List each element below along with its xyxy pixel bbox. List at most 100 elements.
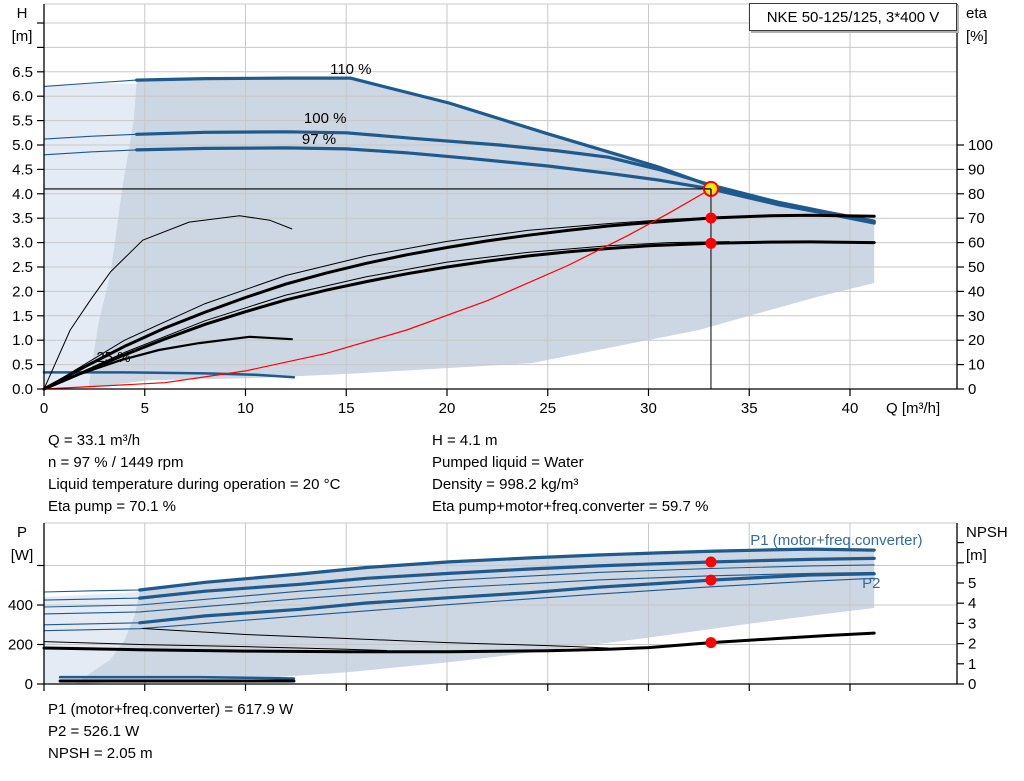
duty-text-right: H = 4.1 m Pumped liquid = Water Density … (432, 430, 708, 518)
pump-title: NKE 50-125/125, 3*400 V (766, 8, 940, 26)
left-tick-label: 200 (8, 637, 33, 654)
hq-curve-97 (135, 146, 876, 225)
eta-total-curve (42, 240, 876, 391)
p1-curve-97 (138, 556, 876, 600)
left-axis-title: P (17, 524, 27, 541)
x-tick-label: 25 (539, 400, 556, 417)
left-tick-label: 0.0 (12, 381, 33, 398)
right-axis-title: [m] (966, 547, 987, 564)
left-axis-title: H (17, 5, 28, 22)
p2-curve-97 (138, 572, 876, 625)
left-tick-label: 0.5 (12, 357, 33, 374)
left-tick-label: 2.0 (12, 283, 33, 300)
op-head-text: H = 4.1 m (432, 432, 498, 449)
label-25: 25 % (96, 349, 130, 366)
left-tick-label: 1.0 (12, 332, 33, 349)
p1-curve-110 (138, 547, 876, 592)
x-tick-label: 40 (842, 400, 859, 417)
label-100: 100 % (304, 110, 347, 127)
left-tick-label: 3.0 (12, 235, 33, 252)
left-tick-label: 400 (8, 597, 33, 614)
right-tick-label: 40 (968, 283, 985, 300)
right-axis-title: eta (966, 5, 988, 22)
op-flow-text: Q = 33.1 m³/h (48, 432, 141, 449)
hq-curve-25 (42, 371, 296, 379)
duty-point-dot (705, 637, 717, 649)
op-eta-total-text: Eta pump+motor+freq.converter = 59.7 % (432, 498, 709, 515)
eta-small-speed-thin (43, 215, 293, 390)
left-tick-label: 3.5 (12, 210, 33, 227)
power-npsh-chart: P1 (motor+freq.converter) P2 0 200 400 0 1 2 3 4 5… (8, 522, 1008, 693)
right-tick-label: 0 (968, 676, 976, 693)
right-tick-label: 50 (968, 259, 985, 276)
left-tick-label: 4.5 (12, 161, 33, 178)
x-tick-label: 30 (640, 400, 657, 417)
duty-point-dot (705, 237, 717, 249)
p1-97-lead (43, 597, 141, 601)
x-tick-label: 10 (237, 400, 254, 417)
npsh-curve (42, 631, 876, 654)
eta-companion-b (43, 241, 730, 390)
op-temp-text: Liquid temperature during operation = 20… (48, 476, 341, 493)
p-mid-curve-c (43, 577, 875, 632)
label-97: 97 % (302, 131, 336, 148)
left-axis-title: [m] (12, 28, 33, 45)
eta-pump-curve (42, 213, 876, 391)
hq-110-lead (43, 79, 138, 87)
right-tick-label: 90 (968, 161, 985, 178)
x-axis-title: Q [m³/h] (886, 400, 940, 417)
p-mid-curve-a (43, 564, 875, 608)
left-tick-label: 5.5 (12, 113, 33, 130)
hq-100-lead (43, 133, 138, 140)
right-axis-title: NPSH (966, 524, 1008, 541)
duty-text-left: Q = 33.1 m³/h n = 97 % / 1449 rpm Liquid… (48, 430, 340, 518)
label-p1: P1 (motor+freq.converter) (750, 532, 922, 549)
x-tick-label: 35 (741, 400, 758, 417)
p2-value-text: P2 = 526.1 W (48, 723, 140, 740)
npsh-companion-a (142, 628, 609, 649)
label-110: 110 % (330, 61, 371, 78)
right-tick-label: 3 (968, 615, 976, 632)
system-curve (43, 188, 712, 390)
p2-97-lead (43, 622, 141, 626)
allowed-region-light (44, 83, 137, 389)
x-tick-label: 0 (40, 400, 48, 417)
left-tick-label: 1.5 (12, 308, 33, 325)
p1-value-text: P1 (motor+freq.converter) = 617.9 W (48, 701, 294, 718)
left-axis-title: [W] (11, 547, 34, 564)
hq-97-lead (43, 149, 138, 156)
pump-title-box: NKE 50-125/125, 3*400 V (749, 3, 957, 31)
left-tick-label: 4.0 (12, 186, 33, 203)
op-eta-pump-text: Eta pump = 70.1 % (48, 498, 176, 515)
operating-envelope (88, 78, 875, 388)
left-tick-label: 2.5 (12, 259, 33, 276)
left-tick-label: 5.0 (12, 137, 33, 154)
op-liquid-text: Pumped liquid = Water (432, 454, 584, 471)
hq-eta-chart: 110 % 100 % 97 % 25 % 0 5 10 15 20 25 30 35 40 Q [m³/… (12, 3, 993, 417)
p-mid-curve-b (43, 571, 875, 615)
op-speed-text: n = 97 % / 1449 rpm (48, 454, 184, 471)
right-tick-label: 2 (968, 636, 976, 653)
hq-curve-100 (135, 130, 876, 223)
right-tick-label: 4 (968, 595, 976, 612)
p-curve-25-blue (58, 675, 296, 680)
x-tick-label: 5 (141, 400, 149, 417)
duty-point-dot (705, 556, 717, 568)
duty-point-dot (705, 212, 717, 224)
p1-110-lead (43, 589, 141, 593)
power-region-light (44, 592, 140, 684)
right-tick-label: 80 (968, 186, 985, 203)
duty-point-dot (705, 574, 717, 586)
x-tick-label: 15 (338, 400, 355, 417)
right-tick-label: 30 (968, 308, 985, 325)
right-tick-label: 60 (968, 235, 985, 252)
right-tick-label: 10 (968, 357, 985, 374)
eta-companion-a (43, 216, 730, 390)
left-tick-label: 0 (25, 676, 33, 693)
right-tick-label: 5 (968, 575, 976, 592)
x-tick-label: 20 (439, 400, 456, 417)
right-tick-label: 70 (968, 210, 985, 227)
power-text-block: P1 (motor+freq.converter) = 617.9 W P2 =… (48, 699, 293, 765)
